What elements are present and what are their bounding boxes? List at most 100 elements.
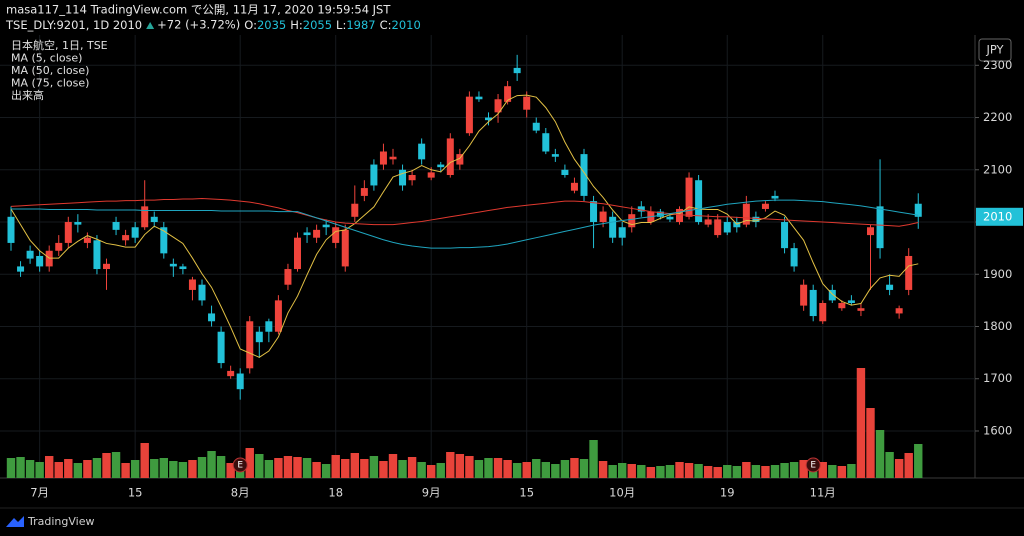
volume-bar — [427, 465, 436, 478]
candle-body — [399, 169, 407, 186]
candle-body — [341, 229, 349, 267]
volume-bar — [551, 464, 560, 478]
volume-bar — [283, 456, 293, 478]
volume-bar — [35, 462, 44, 478]
volume-bar — [818, 462, 827, 478]
legend-entry: 出来高 — [11, 88, 44, 102]
currency: JPY — [985, 43, 1004, 57]
candle-body — [542, 133, 550, 152]
volume-bar — [560, 460, 570, 478]
volume-bar — [684, 463, 694, 478]
candle-body — [618, 227, 626, 238]
volume-bar — [293, 457, 302, 478]
earnings-label: E — [237, 461, 243, 471]
volume-bar — [856, 368, 866, 478]
volume-bar — [73, 463, 83, 478]
candle-body — [294, 237, 301, 270]
y-tick-label: 1900 — [983, 267, 1012, 281]
x-tick-label: 7月 — [30, 486, 49, 500]
volume-bar — [102, 453, 111, 478]
moving-average — [10, 94, 919, 358]
candle-body — [905, 255, 913, 290]
candle-body — [513, 67, 521, 74]
candle-body — [379, 151, 387, 165]
volume-bar — [665, 465, 675, 478]
volume-bar — [780, 463, 789, 478]
volume-bar — [446, 452, 455, 478]
symbol: TSE_DLY:9201, 1D — [5, 18, 109, 32]
volume-bar — [388, 454, 398, 478]
volume-bar — [694, 464, 703, 478]
candle-body — [351, 203, 359, 217]
volume-bar — [656, 466, 665, 478]
candle-body — [895, 308, 903, 314]
price-marker-label: 2010 — [983, 209, 1012, 223]
volume-bar — [302, 458, 312, 478]
volume-bar — [742, 462, 751, 478]
candle-body — [580, 154, 588, 196]
candle-body — [7, 216, 15, 243]
candle-body — [427, 172, 435, 178]
candle-body — [599, 211, 607, 223]
candle-body — [246, 321, 254, 369]
candle-body — [322, 224, 330, 228]
candle-body — [112, 222, 120, 230]
volume-bar — [474, 460, 484, 478]
candle-body — [570, 182, 578, 191]
ohlc-label: O: — [244, 18, 257, 32]
candle-body — [867, 227, 874, 236]
candle-body — [914, 203, 922, 217]
y-tick-label: 2300 — [983, 58, 1012, 72]
volume-bar — [436, 463, 445, 478]
volume-bar — [121, 463, 130, 478]
candle-body — [160, 227, 168, 254]
volume-bar — [455, 454, 465, 478]
volume-bar — [178, 462, 188, 478]
volume-bar — [541, 462, 550, 478]
legend-entry: MA (50, close) — [11, 64, 89, 77]
candle-body — [695, 180, 703, 223]
ohlc-label: C: — [380, 18, 392, 32]
volume-bar — [83, 460, 92, 478]
y-tick-label: 2200 — [983, 110, 1012, 124]
volume-bar — [618, 463, 627, 478]
currency-box[interactable] — [978, 38, 1012, 62]
volume-bar — [64, 459, 73, 478]
volume-bar — [245, 448, 254, 478]
candle-body — [465, 96, 473, 134]
volume-bar — [503, 460, 512, 478]
volume-bar — [608, 465, 617, 478]
candle-body — [723, 222, 731, 233]
candle-body — [828, 289, 836, 301]
volume-bar — [226, 463, 235, 478]
candle-body — [122, 235, 130, 241]
x-tick-label: 15 — [128, 486, 143, 500]
volume-bar — [904, 453, 913, 478]
volume-bar — [341, 459, 350, 478]
candle-body — [17, 266, 25, 272]
volume-bar — [369, 456, 379, 478]
candle-body — [26, 250, 34, 259]
candle-body — [590, 201, 598, 223]
volume-bar — [751, 465, 761, 478]
volume-bar — [216, 456, 226, 478]
candle-body — [475, 96, 483, 100]
ohlc-value: 2010 — [392, 18, 421, 32]
x-tick-label: 19 — [720, 486, 735, 500]
candle-body — [628, 214, 636, 228]
candle-body — [838, 302, 846, 309]
volume-bar — [197, 457, 207, 478]
y-tick-label: 2100 — [983, 162, 1012, 176]
moving-average — [10, 198, 919, 227]
volume-bar — [274, 458, 283, 478]
candle-body — [551, 154, 559, 157]
volume-bar — [732, 466, 741, 478]
brand: TradingView — [27, 515, 94, 528]
candle-body — [800, 284, 808, 306]
candle-body — [771, 195, 779, 199]
candle-body — [313, 229, 321, 238]
candle-body — [656, 211, 664, 217]
volume-bar — [207, 451, 216, 478]
